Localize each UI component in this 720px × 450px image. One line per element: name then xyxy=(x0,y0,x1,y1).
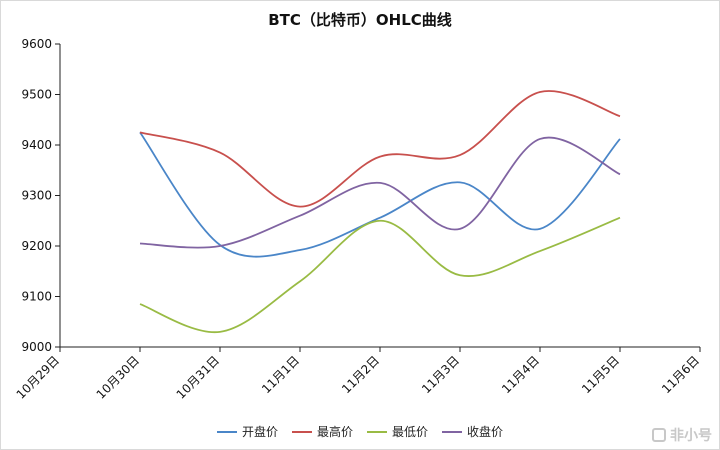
y-tick-label: 9500 xyxy=(21,88,52,102)
x-tick-label: 11月6日 xyxy=(659,353,702,396)
x-tick-label: 10月31日 xyxy=(174,353,222,401)
chart-legend: 开盘价 最高价 最低价 收盘价 xyxy=(0,423,720,440)
legend-label: 最低价 xyxy=(392,425,429,439)
watermark-text: 非小号 xyxy=(670,428,712,444)
legend-item[interactable]: 收盘价 xyxy=(442,423,503,440)
y-tick-label: 9100 xyxy=(21,290,52,304)
legend-swatch xyxy=(367,430,387,433)
y-tick-label: 9200 xyxy=(21,239,52,253)
logo-icon xyxy=(652,428,666,442)
series-line-1 xyxy=(139,90,621,208)
x-tick-label: 10月29日 xyxy=(14,353,62,401)
legend-swatch xyxy=(216,430,237,433)
y-tick-label: 9300 xyxy=(21,189,52,203)
legend-item[interactable]: 最低价 xyxy=(367,423,428,440)
x-tick-label: 11月3日 xyxy=(419,353,462,396)
legend-swatch xyxy=(442,430,463,433)
y-tick-label: 9600 xyxy=(21,37,52,51)
series-line-2 xyxy=(139,216,621,334)
y-tick-label: 9000 xyxy=(21,340,52,354)
chart-title: BTC（比特币）OHLC曲线 xyxy=(268,11,452,29)
legend-label: 收盘价 xyxy=(467,425,504,439)
legend-item[interactable]: 开盘价 xyxy=(216,423,278,440)
x-tick-label: 11月5日 xyxy=(579,353,622,396)
series-line-0 xyxy=(139,131,621,258)
legend-swatch xyxy=(291,430,312,433)
y-tick-label: 9400 xyxy=(21,138,52,152)
x-tick-label: 11月4日 xyxy=(499,353,542,396)
legend-item[interactable]: 最高价 xyxy=(291,423,353,440)
watermark: 非小号 xyxy=(652,425,712,445)
legend-label: 开盘价 xyxy=(241,425,278,439)
x-tick-label: 10月30日 xyxy=(94,353,142,401)
x-tick-label: 11月2日 xyxy=(339,353,382,396)
series-line-3 xyxy=(139,136,621,249)
legend-label: 最高价 xyxy=(316,425,353,439)
x-tick-label: 11月1日 xyxy=(259,353,302,396)
